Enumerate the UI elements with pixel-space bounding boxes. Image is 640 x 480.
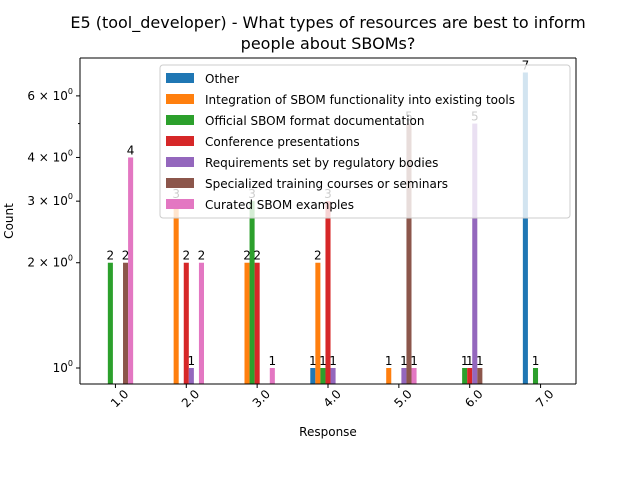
bar <box>411 367 417 384</box>
bar <box>532 367 539 384</box>
data-label: 1 <box>319 354 327 368</box>
legend-swatch <box>166 157 194 167</box>
bar <box>472 123 478 384</box>
bar <box>477 367 483 384</box>
legend-entry: Other <box>205 72 239 86</box>
bar <box>249 201 255 384</box>
bar <box>310 367 316 384</box>
data-label: 1 <box>410 354 418 368</box>
data-label: 1 <box>466 354 474 368</box>
legend-swatch <box>166 199 194 209</box>
legend-entry: Conference presentations <box>205 135 360 149</box>
legend-entry: Official SBOM format documentation <box>205 114 424 128</box>
y-tick-label: 6 × 100 <box>27 87 73 103</box>
bar <box>269 367 275 384</box>
legend-swatch <box>166 73 194 83</box>
data-label: 1 <box>188 354 196 368</box>
data-label: 1 <box>476 354 484 368</box>
legend-entry: Requirements set by regulatory bodies <box>205 156 438 170</box>
bar <box>123 262 129 384</box>
y-tick-label: 2 × 100 <box>27 254 73 270</box>
data-label: 1 <box>532 354 540 368</box>
data-label: 1 <box>385 354 393 368</box>
data-label: 1 <box>461 354 469 368</box>
bar <box>330 367 336 384</box>
bar <box>173 201 179 384</box>
data-label: 2 <box>122 249 130 263</box>
legend-entry: Curated SBOM examples <box>205 198 354 212</box>
y-tick-label: 3 × 100 <box>27 192 73 208</box>
bar <box>254 262 260 384</box>
legend-swatch <box>166 94 194 104</box>
bar <box>107 262 113 384</box>
data-label: 1 <box>269 354 277 368</box>
legend-swatch <box>166 136 194 146</box>
data-label: 4 <box>127 143 135 157</box>
chart-title-line2: people about SBOMs? <box>241 34 416 53</box>
data-label: 1 <box>329 354 337 368</box>
bar <box>128 157 134 384</box>
y-axis: 100 2 × 100 3 × 100 4 × 100 6 × 100 <box>27 58 81 384</box>
bar <box>183 262 189 384</box>
y-tick-label: 4 × 100 <box>27 148 73 164</box>
data-label: 2 <box>182 249 190 263</box>
legend-swatch <box>166 115 194 125</box>
chart-title-line1: E5 (tool_developer) - What types of reso… <box>70 13 585 33</box>
bar <box>198 262 204 384</box>
legend-entry: Specialized training courses or seminars <box>205 177 448 191</box>
y-axis-label: Count <box>2 203 16 239</box>
bar <box>188 367 194 384</box>
legend: Other Integration of SBOM functionality i… <box>159 64 571 219</box>
bar <box>315 262 321 384</box>
data-label: 2 <box>243 249 251 263</box>
legend-entry: Integration of SBOM functionality into e… <box>205 93 515 107</box>
bars-group <box>107 72 539 384</box>
data-label: 2 <box>107 249 115 263</box>
bar <box>522 72 528 384</box>
y-tick-label: 100 <box>53 359 73 375</box>
data-label: 2 <box>314 249 322 263</box>
bar <box>462 367 468 384</box>
data-label: 1 <box>309 354 317 368</box>
legend-box <box>159 64 571 219</box>
bar <box>386 367 392 384</box>
bar <box>401 367 407 384</box>
x-axis-label: Response <box>299 425 357 439</box>
data-label: 1 <box>400 354 408 368</box>
bar <box>320 367 326 384</box>
bar <box>467 367 473 384</box>
data-label: 2 <box>253 249 261 263</box>
data-label: 2 <box>198 249 206 263</box>
bar <box>325 201 331 384</box>
bar <box>406 123 412 384</box>
legend-swatch <box>166 178 194 188</box>
bar <box>244 262 250 384</box>
